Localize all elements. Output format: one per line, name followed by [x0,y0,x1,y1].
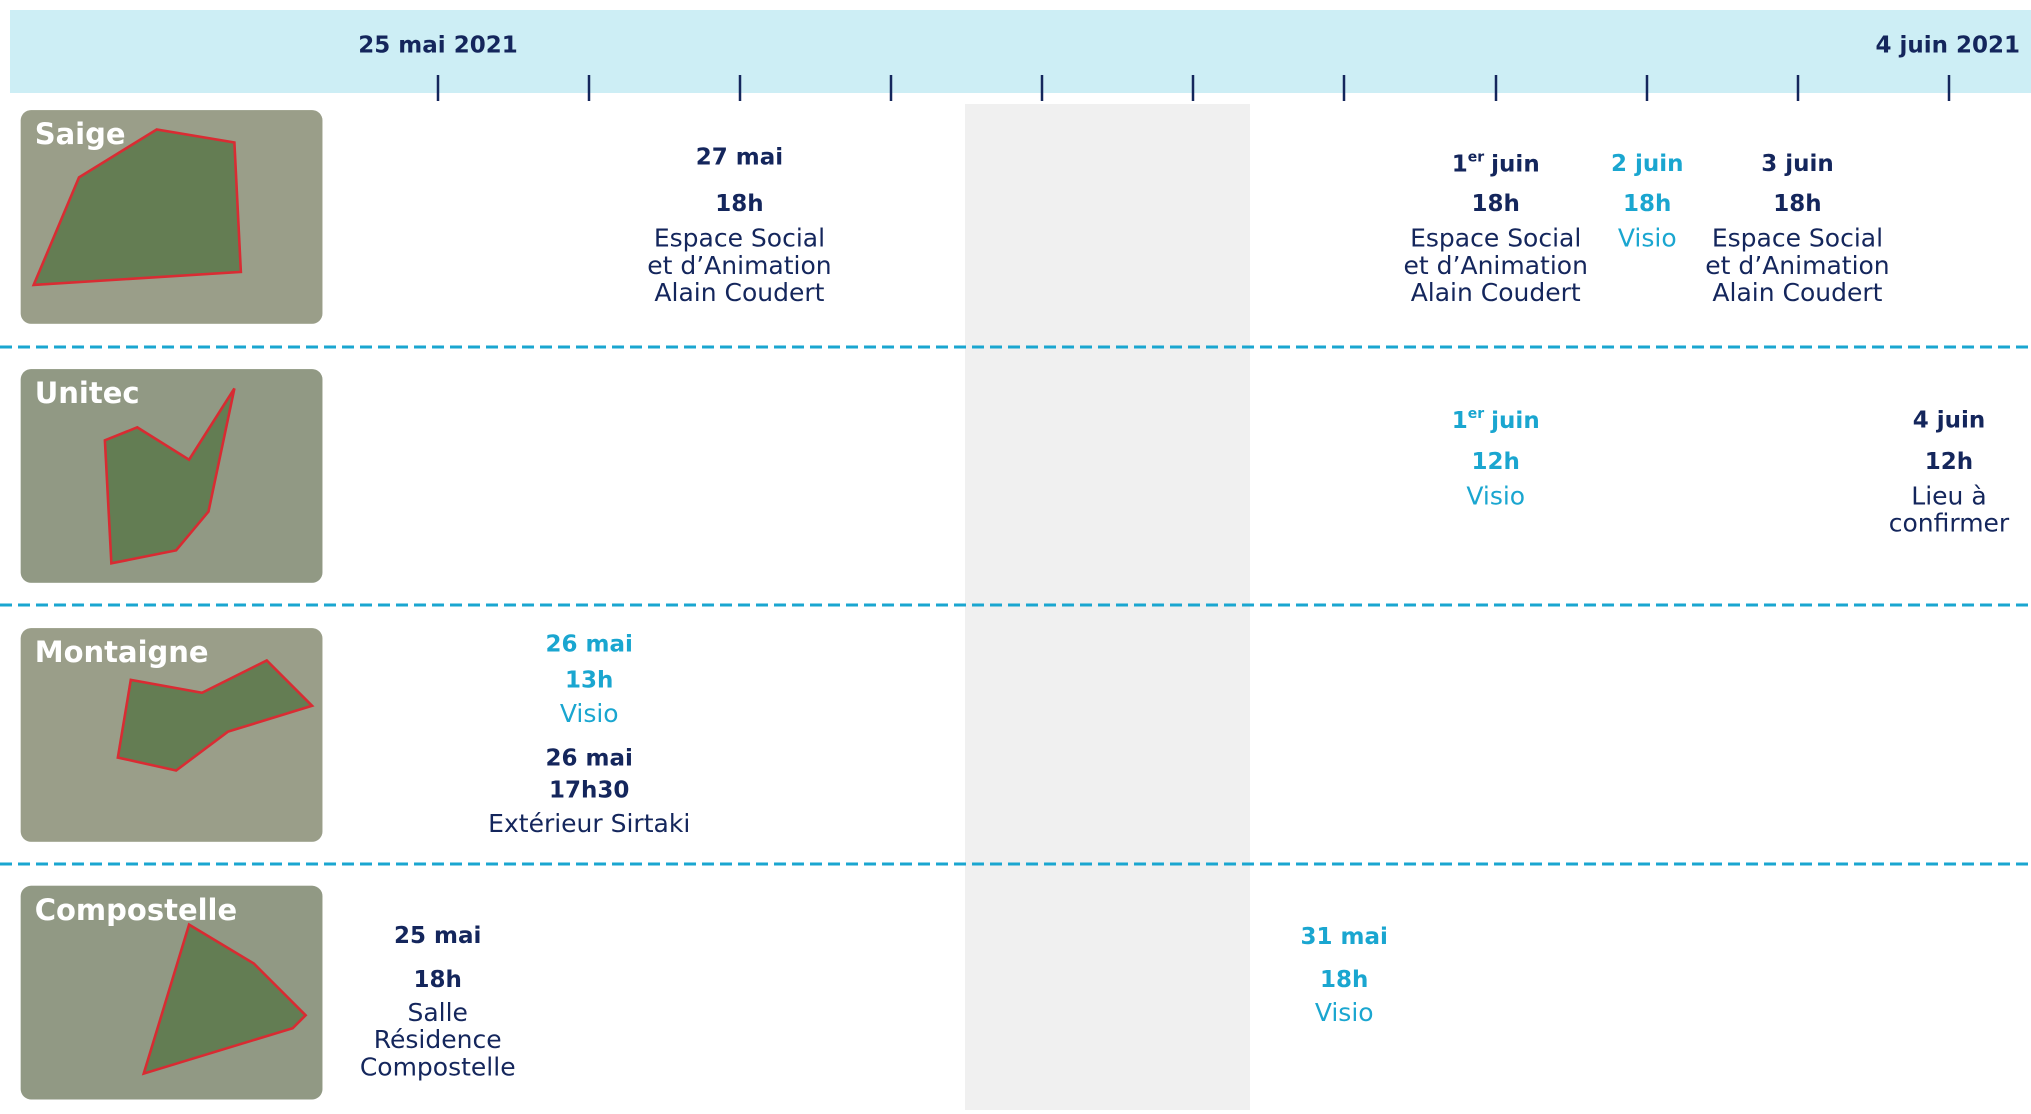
event-time: 13h [565,668,613,694]
event-place: Alain Coudert [1712,278,1882,307]
event-place: Alain Coudert [1411,278,1581,307]
ticks [436,75,1951,101]
area-outline [116,658,315,772]
event-place: Alain Coudert [654,278,824,307]
event-time: 18h [1623,191,1671,217]
date-month: juin [1490,407,1540,433]
thumbnail [20,369,323,583]
thumbnail [20,885,323,1100]
row-name: Compostelle [35,893,237,927]
event-time: 18h [1472,191,1520,217]
row-name: Saige [35,117,126,151]
event-time: 18h [1320,967,1368,993]
event-time: 18h [414,967,462,993]
thumbnail [20,628,323,842]
row-separators [0,345,2031,866]
event-date: 2 juin [1611,151,1684,177]
event-place: Espace Social [1712,224,1883,253]
event-place: Espace Social [1410,224,1581,253]
event-date: 1er juin [1452,406,1540,434]
event-date: 25 mai [394,923,481,949]
event-place: Visio [1315,998,1374,1027]
event-time: 12h [1925,449,1973,475]
event-time: 12h [1472,449,1520,475]
date-sup: er [1468,149,1484,165]
event-place: Visio [1618,224,1677,253]
event-date: 27 mai [696,144,783,170]
area-outline [31,128,243,287]
header-band [10,10,2031,93]
row-name: Unitec [35,376,140,410]
end-date: 4 juin 2021 [1875,33,2020,59]
event-date: 31 mai [1301,924,1388,950]
event-date: 4 juin [1913,407,1986,433]
date-sup: er [1468,406,1484,422]
event-date: 3 juin [1761,151,1834,177]
event-place: et d’Animation [1705,251,1889,280]
event-date: 1er juin [1452,149,1540,177]
event-place: Espace Social [654,224,825,253]
date-day: 1 [1452,151,1468,177]
thumbnail [20,110,323,324]
event-place: Visio [560,699,619,728]
event-place: et d’Animation [647,251,831,280]
event-place: confirmer [1889,508,2010,537]
weekend-band [965,104,1250,1110]
event-date: 26 mai [546,745,633,771]
event-time: 17h30 [549,778,629,804]
event-place: Visio [1466,481,1525,510]
event-place: Compostelle [360,1052,516,1081]
event-place: et d’Animation [1404,251,1588,280]
event-date: 26 mai [546,631,633,657]
area-outline [103,387,236,565]
event-time: 18h [715,191,763,217]
row-name: Montaigne [35,635,209,669]
start-date: 25 mai 2021 [358,33,517,59]
event-place: Lieu à [1911,481,1986,510]
area-outline [141,922,308,1076]
date-month: juin [1490,151,1540,177]
date-day: 1 [1452,407,1468,433]
event-place: Résidence [374,1025,502,1054]
event-place: Extérieur Sirtaki [488,809,690,838]
event-time: 18h [1773,191,1821,217]
event-place: Salle [407,998,467,1027]
